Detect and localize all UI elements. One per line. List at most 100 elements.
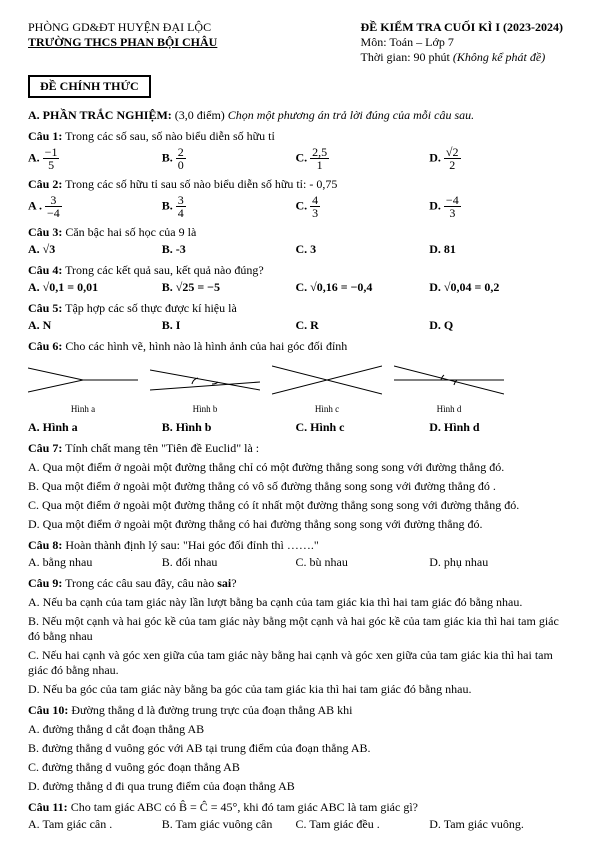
q7-A: A. Qua một điểm ở ngoài một đường thẳng …: [28, 460, 563, 475]
subject: Môn: Toán – Lớp 7: [361, 35, 563, 50]
q11-C: C. Tam giác đều .: [296, 817, 430, 832]
q11-options: A. Tam giác cân . B. Tam giác vuông cân …: [28, 817, 563, 832]
q3-C: C. 3: [296, 242, 430, 257]
q7-label: Câu 7:: [28, 441, 62, 455]
q9-A: A. Nếu ba cạnh của tam giác này lần lượt…: [28, 595, 563, 610]
department: PHÒNG GD&ĐT HUYỆN ĐẠI LỘC: [28, 20, 217, 35]
q3-label: Câu 3:: [28, 225, 62, 239]
q4-label: Câu 4:: [28, 263, 62, 277]
part-a-points: (3,0 điểm): [175, 108, 225, 122]
question-8: Câu 8: Hoàn thành định lý sau: "Hai góc …: [28, 538, 563, 570]
question-7: Câu 7: Tính chất mang tên "Tiên đề Eucli…: [28, 441, 563, 532]
part-a-instr: Chọn một phương án trả lời đúng của mỗi …: [228, 108, 474, 122]
q1-C: C. 2,51: [296, 146, 430, 171]
fig-c-label: Hình c: [272, 404, 382, 414]
q9-D: D. Nếu ba góc của tam giác này bằng ba g…: [28, 682, 563, 697]
q3-A: A. √3: [28, 242, 162, 257]
question-3: Câu 3: Căn bậc hai số học của 9 là A. √3…: [28, 225, 563, 257]
q1-D: D. √22: [429, 146, 563, 171]
q2-A-label: A .: [28, 198, 42, 212]
q2-B-den: 4: [176, 207, 186, 219]
q2-A-den: −4: [45, 207, 62, 219]
q2-options: A . 3−4 B. 34 C. 43 D. −43: [28, 194, 563, 219]
q6-label: Câu 6:: [28, 339, 62, 353]
q11-A: A. Tam giác cân .: [28, 817, 162, 832]
q5-B: B. I: [162, 318, 296, 333]
q10-label: Câu 10:: [28, 703, 68, 717]
q10-D: D. đường thẳng d đi qua trung điểm của đ…: [28, 779, 563, 794]
fig-a-svg: [28, 360, 138, 400]
q2-A: A . 3−4: [28, 194, 162, 219]
q11-label: Câu 11:: [28, 800, 68, 814]
q1-B: B. 20: [162, 146, 296, 171]
exam-header: PHÒNG GD&ĐT HUYỆN ĐẠI LỘC TRƯỜNG THCS PH…: [28, 20, 563, 65]
fig-a: Hình a: [28, 360, 138, 414]
q8-B: B. đối nhau: [162, 555, 296, 570]
q2-C-den: 3: [310, 207, 320, 219]
q8-C: C. bù nhau: [296, 555, 430, 570]
q10-C: C. đường thẳng d vuông góc đoạn thẳng AB: [28, 760, 563, 775]
official-box: ĐỀ CHÍNH THỨC: [28, 75, 151, 98]
fig-d-label: Hình d: [394, 404, 504, 414]
q1-C-label: C.: [296, 150, 308, 164]
q2-C-label: C.: [296, 198, 308, 212]
q2-D-den: 3: [444, 207, 461, 219]
part-a-heading: A. PHẦN TRẮC NGHIỆM: (3,0 điểm) Chọn một…: [28, 108, 563, 123]
q10-B: B. đường thẳng d vuông góc với AB tại tr…: [28, 741, 563, 756]
q11-B: B. Tam giác vuông cân: [162, 817, 296, 832]
q8-D: D. phụ nhau: [429, 555, 563, 570]
time-row: Thời gian: 90 phút (Không kể phát đề): [361, 50, 563, 65]
q11-text: Cho tam giác ABC có B̂ = Ĉ = 45°, khi đó…: [71, 800, 418, 814]
q4-D: D. √0,04 = 0,2: [429, 280, 563, 295]
q6-text: Cho các hình vẽ, hình nào là hình ảnh củ…: [65, 339, 347, 353]
q6-B: B. Hình b: [162, 420, 296, 435]
fig-d-svg: [394, 360, 504, 400]
q10-A: A. đường thẳng d cắt đoạn thẳng AB: [28, 722, 563, 737]
q5-options: A. N B. I C. R D. Q: [28, 318, 563, 333]
fig-c-svg: [272, 360, 382, 400]
q3-D: D. 81: [429, 242, 563, 257]
q9-C: C. Nếu hai cạnh và góc xen giữa của tam …: [28, 648, 563, 678]
q5-C: C. R: [296, 318, 430, 333]
q1-A: A. −15: [28, 146, 162, 171]
q1-B-label: B.: [162, 150, 173, 164]
q1-A-den: 5: [43, 159, 60, 171]
header-right: ĐỀ KIỂM TRA CUỐI KÌ I (2023-2024) Môn: T…: [361, 20, 563, 65]
q2-B-label: B.: [162, 198, 173, 212]
q7-text: Tính chất mang tên "Tiên đề Euclid" là :: [65, 441, 259, 455]
q1-options: A. −15 B. 20 C. 2,51 D. √22: [28, 146, 563, 171]
q5-D: D. Q: [429, 318, 563, 333]
fig-c: Hình c: [272, 360, 382, 414]
q2-D: D. −43: [429, 194, 563, 219]
q4-text: Trong các kết quả sau, kết quả nào đúng?: [65, 263, 264, 277]
q5-text: Tập hợp các số thực được kí hiệu là: [65, 301, 237, 315]
q2-text: Trong các số hữu tỉ sau số nào biểu diễn…: [65, 177, 337, 191]
q9-B: B. Nếu một cạnh và hai góc kề của tam gi…: [28, 614, 563, 644]
q4-B: B. √25 = −5: [162, 280, 296, 295]
q5-label: Câu 5:: [28, 301, 62, 315]
q3-B: B. -3: [162, 242, 296, 257]
q6-A: A. Hình a: [28, 420, 162, 435]
q7-B: B. Qua một điểm ở ngoài một đường thẳng …: [28, 479, 563, 494]
q10-text: Đường thẳng d là đường trung trực của đo…: [71, 703, 352, 717]
q8-options: A. bằng nhau B. đối nhau C. bù nhau D. p…: [28, 555, 563, 570]
question-6: Câu 6: Cho các hình vẽ, hình nào là hình…: [28, 339, 563, 435]
q6-options: A. Hình a B. Hình b C. Hình c D. Hình d: [28, 420, 563, 435]
time-note: (Không kể phát đề): [453, 50, 545, 64]
q8-label: Câu 8:: [28, 538, 62, 552]
q1-D-label: D.: [429, 150, 441, 164]
q2-C: C. 43: [296, 194, 430, 219]
time: Thời gian: 90 phút: [361, 50, 450, 64]
q1-text: Trong các số sau, số nào biểu diễn số hữ…: [65, 129, 275, 143]
q3-options: A. √3 B. -3 C. 3 D. 81: [28, 242, 563, 257]
question-1: Câu 1: Trong các số sau, số nào biểu diễ…: [28, 129, 563, 171]
q8-text: Hoàn thành định lý sau: "Hai góc đối đỉn…: [65, 538, 318, 552]
q1-D-den: 2: [444, 159, 461, 171]
q3-text: Căn bậc hai số học của 9 là: [65, 225, 196, 239]
q6-figures: Hình a Hình b Hình c: [28, 360, 563, 414]
q2-D-label: D.: [429, 198, 441, 212]
q8-A: A. bằng nhau: [28, 555, 162, 570]
q7-C: C. Qua một điểm ở ngoài một đường thẳng …: [28, 498, 563, 513]
q1-B-den: 0: [176, 159, 186, 171]
q9-label: Câu 9:: [28, 576, 62, 590]
